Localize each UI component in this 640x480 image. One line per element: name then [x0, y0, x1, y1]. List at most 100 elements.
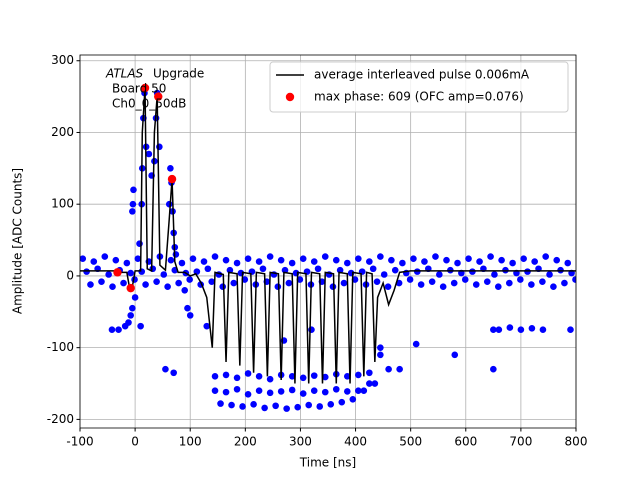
point [539, 326, 547, 334]
point [520, 255, 527, 263]
point [439, 283, 447, 290]
point [412, 340, 420, 348]
legend-box [269, 61, 569, 113]
point [250, 401, 257, 408]
point [126, 283, 135, 293]
legend-label: max phase: 609 (OFC amp=0.076) [314, 90, 524, 104]
point [277, 388, 285, 395]
point [277, 256, 285, 264]
point [472, 281, 480, 288]
point [217, 400, 224, 407]
point [546, 271, 553, 278]
point [406, 276, 414, 283]
point [490, 365, 497, 373]
point [299, 255, 307, 263]
point [321, 388, 329, 396]
point [369, 265, 377, 273]
point [338, 398, 346, 406]
point [266, 253, 274, 260]
point [142, 281, 149, 288]
point [244, 370, 252, 377]
point [167, 174, 177, 184]
y-tick-label: 0 [66, 268, 74, 282]
point [123, 259, 131, 267]
point [127, 269, 135, 277]
point [396, 365, 403, 373]
point [162, 365, 169, 373]
point [310, 372, 318, 379]
point [186, 276, 193, 283]
point [222, 388, 230, 396]
point [509, 259, 516, 267]
point [494, 283, 502, 290]
point [204, 265, 212, 273]
point [366, 380, 373, 387]
point [283, 405, 290, 412]
point [410, 255, 417, 263]
point [129, 208, 136, 215]
point [305, 401, 313, 409]
point [160, 271, 168, 278]
axes-frame [79, 54, 577, 429]
point [329, 283, 337, 290]
point [355, 371, 362, 379]
point [154, 92, 163, 101]
point [230, 279, 238, 287]
point [156, 143, 163, 151]
point [517, 326, 525, 334]
point [572, 276, 576, 283]
point [321, 253, 329, 260]
point [211, 253, 219, 260]
point [316, 403, 324, 410]
point [211, 387, 219, 395]
point [531, 258, 538, 265]
point [483, 278, 491, 285]
point [491, 271, 498, 278]
point [288, 386, 296, 394]
y-tick-label: -100 [47, 340, 74, 354]
point [136, 240, 143, 247]
point [550, 283, 557, 290]
point [228, 401, 235, 409]
point [567, 326, 574, 334]
point [200, 258, 208, 265]
point [355, 387, 362, 395]
point [129, 200, 137, 208]
point [108, 326, 116, 334]
point [172, 251, 180, 258]
annotation: ATLAS [105, 67, 144, 81]
point [332, 256, 340, 264]
point [340, 279, 348, 287]
point [288, 373, 296, 380]
x-tick-label: 400 [344, 435, 367, 449]
point [203, 322, 211, 330]
point [272, 402, 279, 410]
point [454, 259, 461, 267]
point [222, 371, 230, 379]
point [164, 283, 171, 290]
point [465, 255, 472, 263]
point [428, 278, 436, 285]
point [239, 403, 246, 410]
point [178, 259, 186, 267]
point [112, 256, 120, 264]
point [80, 255, 87, 263]
point [98, 278, 105, 285]
point [121, 322, 129, 330]
point [259, 265, 267, 273]
point [211, 373, 219, 380]
x-axis-label: Time [ns] [299, 456, 356, 470]
point [561, 279, 568, 287]
point [385, 365, 392, 373]
point [222, 256, 230, 264]
point [244, 255, 252, 263]
point [451, 351, 459, 359]
point [564, 259, 572, 267]
point [137, 322, 144, 330]
point [443, 256, 450, 264]
point [327, 401, 335, 408]
point [130, 186, 137, 194]
point [450, 279, 458, 287]
point [208, 278, 216, 285]
